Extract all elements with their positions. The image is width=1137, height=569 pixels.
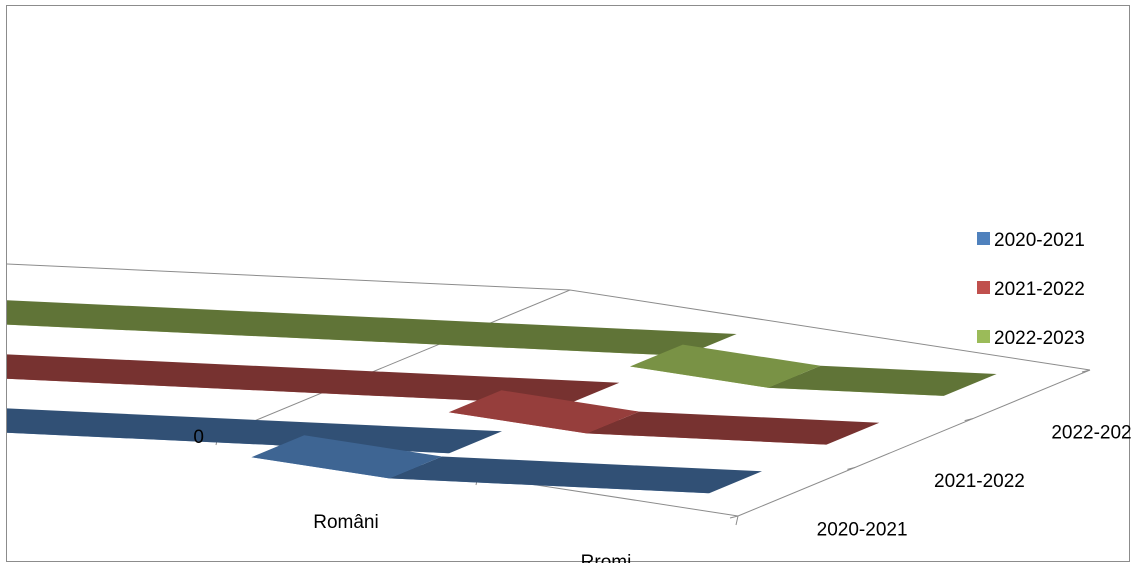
- depth-tick-3: [1081, 369, 1091, 373]
- bar-top-face: [251, 435, 442, 479]
- bar-români-2022-2023: [7, 300, 737, 356]
- bar-top-face: [630, 344, 821, 388]
- bar-rromi-2022-2023: [630, 344, 997, 396]
- depth-tick-0: [729, 515, 739, 519]
- bar-side-face: [7, 408, 502, 454]
- bars: [7, 300, 997, 494]
- bar-side-face: [389, 456, 762, 494]
- bar-side-face: [7, 354, 620, 405]
- legend-swatch: [977, 232, 990, 245]
- chart-3d-column: 0200400600800RomâniRromi2020-20212021-20…: [7, 230, 1131, 563]
- depth-tick-1: [847, 466, 856, 470]
- bar-side-face: [7, 300, 737, 356]
- bar-români-2020-2021: [7, 408, 502, 454]
- bar-side-face: [586, 411, 880, 445]
- depth-axis: [737, 369, 1091, 517]
- category-tick-2: [735, 515, 739, 526]
- bar-români-2021-2022: [7, 354, 620, 405]
- legend-swatch: [977, 281, 990, 294]
- legend-label: 2021-2022: [994, 279, 1085, 300]
- bar-rromi-2020-2021: [251, 435, 762, 494]
- depth-label: 2022-2023: [1051, 422, 1131, 443]
- category-label: Români: [313, 512, 378, 533]
- depth-label: 2020-2021: [817, 520, 908, 541]
- value-tick-label: 0: [193, 427, 204, 448]
- bar-rromi-2021-2022: [448, 390, 880, 445]
- legend: 2020-2021 2021-2022 2022-2023: [977, 230, 1085, 349]
- chart-frame: 0200400600800RomâniRromi2020-20212021-20…: [6, 5, 1131, 563]
- bar-top-face: [448, 390, 640, 434]
- bar-side-face: [767, 365, 997, 396]
- value-axis: [7, 425, 219, 437]
- legend-swatch: [977, 330, 990, 343]
- depth-tick-2: [964, 418, 973, 422]
- depth-label: 2021-2022: [934, 471, 1025, 492]
- legend-label: 2022-2023: [994, 328, 1085, 349]
- legend-label: 2020-2021: [994, 230, 1085, 251]
- category-label: Rromi: [581, 552, 632, 563]
- back-left-edge: [7, 263, 571, 291]
- axis-labels: 0200400600800RomâniRromi2020-20212021-20…: [193, 422, 1131, 563]
